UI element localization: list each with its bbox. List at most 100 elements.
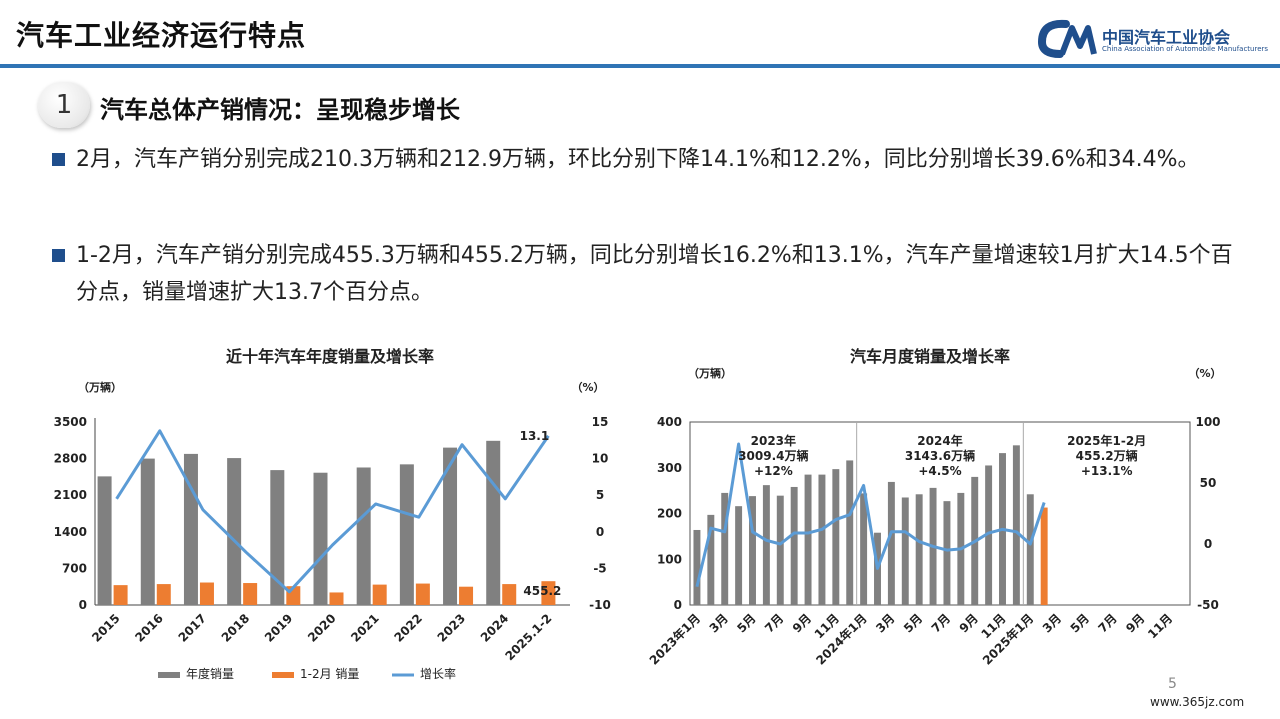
- monthly-sales-bar: [1026, 494, 1034, 605]
- legend-annual-label: 年度销量: [186, 666, 234, 681]
- x-tick-label: 11月: [1145, 611, 1175, 641]
- jan-feb-sales-bar: [113, 585, 128, 605]
- monthly-sales-bar: [943, 501, 951, 605]
- y2-axis-unit: （%）: [571, 381, 604, 394]
- monthly-sales-bar: [887, 481, 895, 605]
- monthly-sales-bar: [721, 492, 729, 605]
- period-annotation-text: 455.2万辆: [1076, 448, 1138, 463]
- annual-sales-chart-svg: 近十年汽车年度销量及增长率 （万辆） （%） 0 700 1400 2100 2800 3500…: [54, 347, 611, 681]
- monthly-sales-bar: [707, 514, 715, 605]
- monthly-sales-bar: [776, 495, 784, 605]
- x-tick-label: 2022: [391, 611, 425, 645]
- annual-sales-bar: [399, 464, 414, 605]
- logo-text-en: China Association of Automobile Manufact…: [1102, 45, 1269, 53]
- x-tick-label: 7月: [1095, 611, 1119, 635]
- y-tick-label: 700: [62, 561, 87, 575]
- y2-tick-label: -50: [1197, 598, 1219, 612]
- y2-tick-label: -5: [593, 561, 606, 575]
- jan-feb-sales-bar: [502, 584, 517, 605]
- x-tick-label: 5月: [901, 611, 925, 635]
- page-title: 汽车工业经济运行特点: [16, 19, 307, 52]
- y-tick-label: 0: [674, 598, 682, 612]
- period-annotation-text: 2025年1-2月: [1067, 433, 1146, 448]
- annual-sales-bar: [443, 447, 458, 605]
- y-tick-label: 3500: [54, 415, 87, 429]
- monthly-sales-bar: [818, 474, 826, 605]
- annual-sales-chart: 近十年汽车年度销量及增长率 （万辆） （%） 0 700 1400 2100 2800 3500…: [40, 335, 620, 695]
- x-tick-label: 2016: [132, 611, 166, 645]
- x-tick-label: 2023: [435, 611, 469, 645]
- x-tick-label: 2020: [305, 611, 339, 645]
- x-tick-label: 3月: [707, 611, 731, 635]
- annual-sales-bar: [140, 458, 155, 605]
- monthly-sales-bar: [846, 460, 854, 605]
- y-tick-label: 2800: [54, 452, 87, 466]
- monthly-sales-bar: [749, 496, 756, 605]
- x-tick-label: 2018: [219, 611, 253, 645]
- monthly-sales-bar-current: [1040, 507, 1048, 605]
- bullet-square-icon: [52, 249, 65, 262]
- y2-tick-label: 5: [596, 488, 604, 502]
- x-tick-label: 2023年1月: [646, 611, 703, 668]
- logo-text-cn: 中国汽车工业协会: [1102, 28, 1231, 47]
- jan-feb-sales-bar: [243, 583, 258, 605]
- x-tick-label: 5月: [734, 611, 758, 635]
- y2-tick-label: 100: [1195, 415, 1220, 429]
- jan-feb-sales-bar: [415, 583, 430, 605]
- period-annotation-text: 3009.4万辆: [738, 448, 808, 463]
- x-tick-label: 2015: [89, 611, 123, 645]
- period-annotation-text: 3143.6万辆: [905, 448, 975, 463]
- y-axis-unit: （万辆）: [78, 380, 122, 394]
- monthly-sales-bar: [915, 494, 923, 605]
- growth-rate-data-label: 13.1: [520, 429, 550, 443]
- legend-growth-label: 增长率: [420, 666, 456, 681]
- legend-janfeb-label: 1-2月 销量: [300, 667, 359, 681]
- bullet-jan-feb: 1-2月，汽车产销分别完成455.3万辆和455.2万辆，同比分别增长16.2%…: [52, 237, 1252, 311]
- page-number: 5: [1168, 676, 1177, 692]
- y-tick-label: 100: [657, 552, 682, 566]
- annual-sales-bar: [486, 440, 501, 605]
- monthly-sales-bar: [860, 493, 868, 605]
- section-title: 汽车总体产销情况：呈现稳步增长: [100, 96, 460, 124]
- caam-logo-icon: [1037, 19, 1097, 58]
- sales-data-label: 455.2: [523, 584, 561, 598]
- bullet-text: 2月，汽车产销分别完成210.3万辆和212.9万辆，环比分别下降14.1%和1…: [76, 147, 1200, 172]
- y2-axis-unit: （%）: [1188, 367, 1220, 380]
- legend-janfeb-swatch: [272, 672, 294, 678]
- y2-tick-label: 10: [592, 452, 609, 466]
- x-tick-label: 3月: [873, 611, 897, 635]
- y2-tick-label: 15: [592, 415, 609, 429]
- monthly-sales-bar: [901, 497, 909, 605]
- jan-feb-sales-bar: [459, 586, 474, 605]
- monthly-sales-bar: [790, 486, 798, 605]
- period-annotation-text: +4.5%: [918, 464, 961, 478]
- jan-feb-sales-bar: [329, 592, 344, 605]
- monthly-sales-chart: 汽车月度销量及增长率 （万辆） （%） 0 100 200 300 400 -50 0 50 100 2…: [640, 335, 1220, 695]
- y-tick-label: 200: [657, 507, 682, 521]
- annual-sales-bar: [227, 458, 242, 605]
- x-tick-label: 2017: [176, 611, 210, 645]
- period-annotation-text: +13.1%: [1081, 464, 1133, 478]
- monthly-sales-bar: [693, 529, 701, 605]
- section-number-badge: 1: [38, 82, 90, 128]
- y2-tick-label: -10: [589, 598, 611, 612]
- source-watermark-text: www.365jz.com: [1150, 695, 1245, 709]
- chart-title: 汽车月度销量及增长率: [850, 347, 1010, 366]
- slide-header: 汽车工业经济运行特点 中国汽车工业协会 China Association of…: [0, 0, 1280, 68]
- y-tick-label: 0: [79, 598, 87, 612]
- period-annotation-text: 2023年: [751, 433, 796, 448]
- legend-annual-swatch: [158, 672, 180, 678]
- plot-frame: [689, 421, 1191, 606]
- x-tick-label: 5月: [1068, 611, 1092, 635]
- jan-feb-sales-bar: [541, 581, 556, 605]
- x-tick-label: 9月: [1123, 611, 1147, 635]
- annual-sales-bar: [356, 467, 371, 605]
- growth-rate-line: [115, 429, 550, 594]
- x-tick-label: 7月: [929, 611, 953, 635]
- bullet-february: 2月，汽车产销分别完成210.3万辆和212.9万辆，环比分别下降14.1%和1…: [52, 141, 1252, 178]
- header-divider: [0, 64, 1280, 68]
- annual-sales-bar: [313, 472, 328, 605]
- x-tick-label: 2019: [262, 611, 296, 645]
- x-tick-label: 7月: [762, 611, 786, 635]
- period-annotation-text: 2024年: [917, 433, 962, 448]
